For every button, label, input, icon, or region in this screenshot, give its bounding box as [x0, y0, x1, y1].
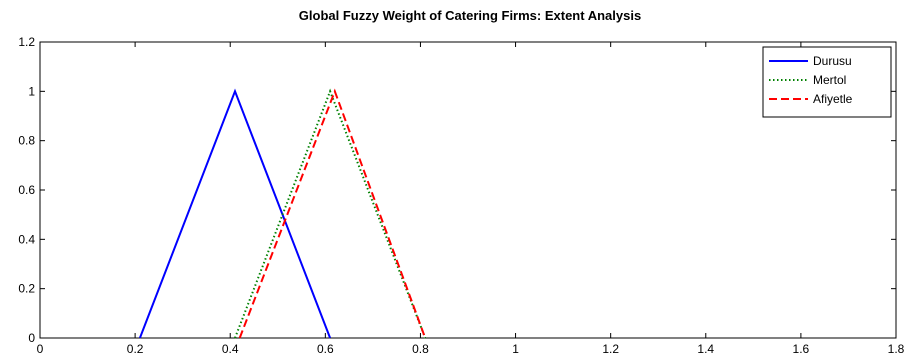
legend-label-afiyetle: Afiyetle: [813, 92, 853, 106]
x-tick-label: 0.2: [127, 342, 144, 356]
series-line-durusu: [138, 88, 332, 339]
series-line-mertol: [234, 88, 427, 339]
x-tick-label: 1.8: [888, 342, 905, 356]
x-tick-label: 0: [37, 342, 44, 356]
x-tick-label: 1.4: [697, 342, 714, 356]
y-tick-label: 0.6: [18, 183, 35, 197]
y-tick-label: 0.4: [18, 232, 35, 246]
chart-title: Global Fuzzy Weight of Catering Firms: E…: [299, 8, 641, 23]
x-tick-label: 1.6: [793, 342, 810, 356]
x-tick-label: 0.6: [317, 342, 334, 356]
plot-frame: [39, 41, 897, 339]
x-tick-label: 0.4: [222, 342, 239, 356]
y-tick-label: 0: [28, 331, 35, 345]
y-tick-label: 0.8: [18, 134, 35, 148]
x-tick-label: 1: [512, 342, 519, 356]
x-tick-label: 1.2: [602, 342, 619, 356]
series-layer: [138, 88, 427, 339]
plot-axes: 0 0.2 0.4 0.6 0.8 1 1.2 1.4 1.6 1.8 0 0.2 0.4 0.6 0.8 1…: [18, 35, 904, 356]
x-tick-label: 0.8: [412, 342, 429, 356]
legend: Durusu Mertol Afiyetle: [762, 46, 892, 118]
legend-label-durusu: Durusu: [813, 54, 852, 68]
y-tick-label: 0.2: [18, 282, 35, 296]
legend-label-mertol: Mertol: [813, 73, 846, 87]
series-line-afiyetle: [238, 88, 427, 339]
legend-box: [762, 46, 892, 118]
y-tick-label: 1.2: [18, 35, 35, 49]
y-tick-label: 1: [28, 84, 35, 98]
